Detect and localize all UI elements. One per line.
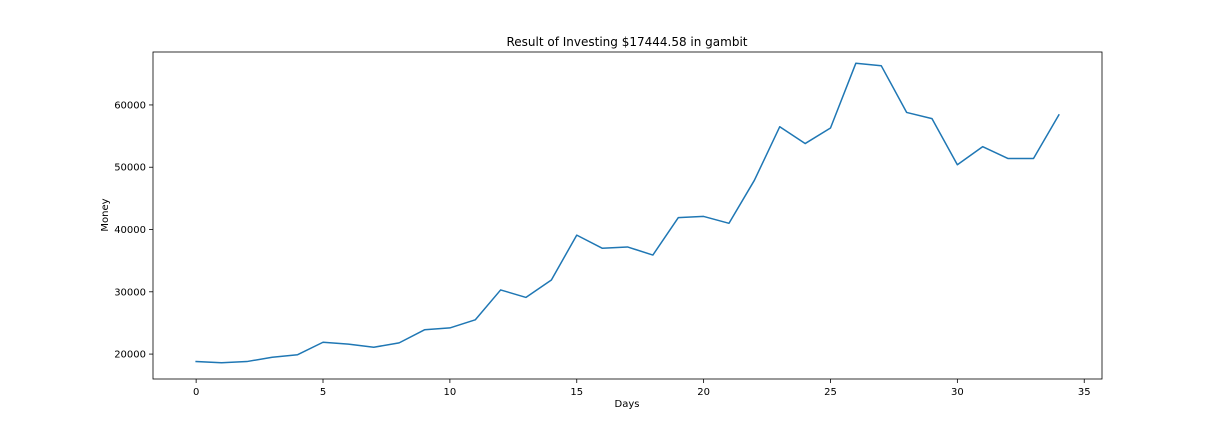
y-tick-label: 30000 — [114, 287, 146, 298]
y-tick-label: 60000 — [114, 100, 146, 111]
chart-title: Result of Investing $17444.58 in gambit — [506, 35, 747, 49]
plot-area: 0 5 10 15 20 25 30 35 20000 30000 40000 50000 60000 — [114, 51, 1103, 398]
x-axis-label: Days — [615, 399, 640, 410]
y-tick-label: 40000 — [114, 225, 146, 236]
x-tick-label: 25 — [824, 387, 837, 398]
x-tick-label: 15 — [570, 387, 583, 398]
x-tick-label: 10 — [444, 387, 457, 398]
y-tick-label: 20000 — [114, 350, 146, 361]
x-tick-label: 0 — [193, 387, 199, 398]
x-tick-label: 5 — [320, 387, 326, 398]
y-axis-label: Money — [100, 198, 111, 231]
x-tick-label: 35 — [1078, 387, 1091, 398]
x-tick-label: 20 — [697, 387, 710, 398]
axes-frame — [152, 51, 1103, 380]
y-tick-label: 50000 — [114, 163, 146, 174]
x-tick-label: 30 — [951, 387, 964, 398]
